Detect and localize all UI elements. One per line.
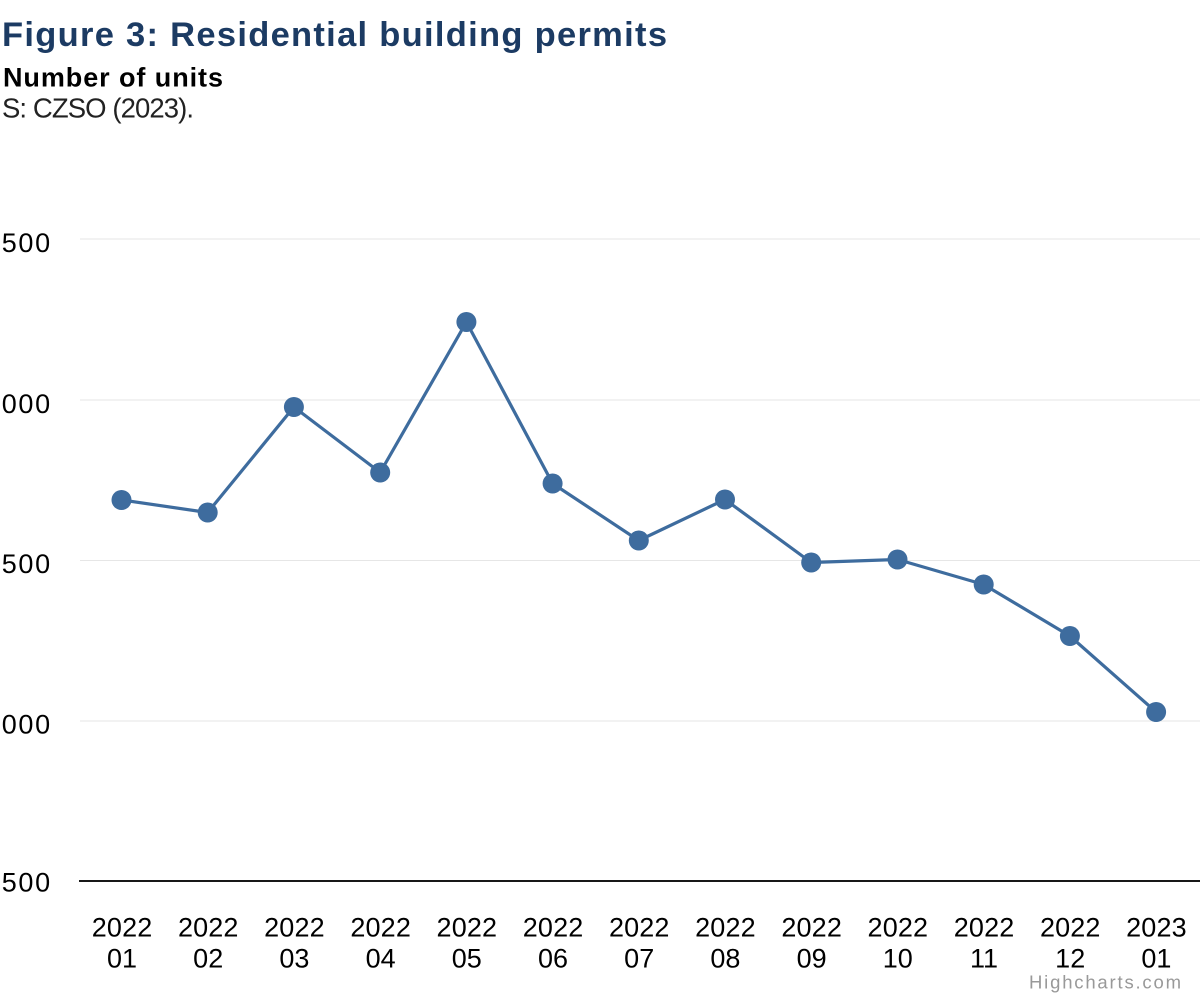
svg-text:2022: 2022 [350,913,411,943]
svg-text:Figure 3: Residential building: Figure 3: Residential building permits [2,16,667,54]
svg-text:04: 04 [366,944,396,974]
svg-text:12: 12 [1055,944,1085,974]
svg-text:500: 500 [2,868,50,898]
svg-text:2022: 2022 [264,913,325,943]
svg-text:05: 05 [452,944,482,974]
svg-text:01: 01 [1141,944,1171,974]
svg-text:2022: 2022 [609,913,670,943]
svg-text:02: 02 [193,944,223,974]
svg-text:2022: 2022 [781,913,842,943]
svg-text:2022: 2022 [868,913,929,943]
svg-text:2022: 2022 [954,913,1015,943]
svg-text:S: CZSO (2023).: S: CZSO (2023). [2,93,194,124]
svg-text:2022: 2022 [523,913,584,943]
svg-text:500: 500 [2,228,50,258]
svg-text:11: 11 [970,944,998,974]
svg-text:000: 000 [2,389,50,419]
svg-text:500: 500 [2,549,50,579]
svg-text:09: 09 [797,944,827,974]
svg-text:2022: 2022 [92,913,153,943]
svg-text:2022: 2022 [437,913,498,943]
svg-text:Highcharts.com: Highcharts.com [1029,971,1181,992]
svg-text:000: 000 [2,710,50,740]
svg-text:2022: 2022 [695,913,756,943]
svg-text:2022: 2022 [178,913,239,943]
svg-text:08: 08 [710,944,740,974]
svg-text:Number of units: Number of units [3,63,223,93]
svg-text:10: 10 [883,944,913,974]
svg-text:06: 06 [538,944,568,974]
svg-text:07: 07 [624,944,654,974]
svg-text:01: 01 [107,944,137,974]
svg-text:2022: 2022 [1040,913,1101,943]
svg-text:03: 03 [279,944,309,974]
svg-text:2023: 2023 [1126,913,1187,943]
